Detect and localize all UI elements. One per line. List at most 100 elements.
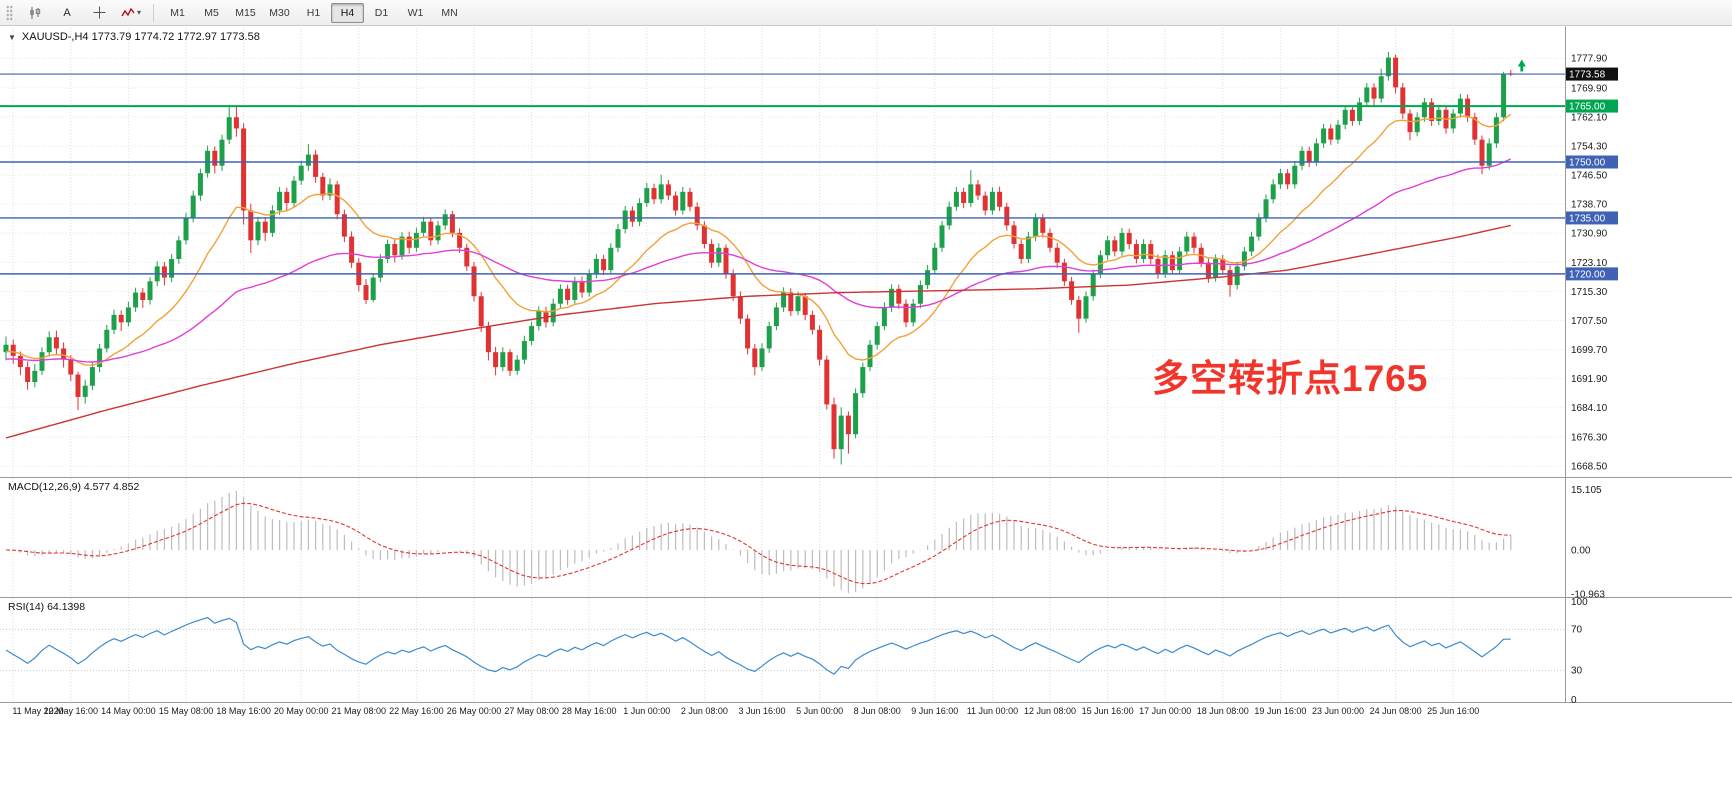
chart-type-button[interactable]	[20, 2, 50, 24]
candle-body	[212, 150, 218, 166]
candle-body	[10, 344, 16, 356]
candle-body	[658, 184, 664, 200]
candle-body	[1090, 273, 1096, 297]
timeframe-button-w1[interactable]: W1	[407, 6, 424, 19]
candle-body	[867, 344, 873, 368]
candle-body	[1069, 281, 1075, 300]
candle-body	[1400, 87, 1406, 114]
candle-body	[730, 273, 736, 297]
candle-body	[1119, 232, 1125, 252]
candle-body	[413, 232, 419, 248]
price-tick-label: 1691.90	[1571, 374, 1608, 385]
candle-body	[1292, 165, 1298, 185]
date-label: 21 May 08:00	[332, 706, 387, 716]
price-flag-label: 1750.00	[1569, 158, 1606, 169]
candle-body	[903, 303, 909, 323]
candle-body	[802, 296, 808, 315]
candle-body	[1501, 74, 1507, 118]
toolbar-drag-handle[interactable]	[6, 4, 13, 21]
date-label: 18 Jun 08:00	[1197, 706, 1249, 716]
candle-body	[565, 288, 571, 300]
candle-body	[896, 288, 902, 304]
candle-body	[831, 404, 837, 450]
candle-body	[1220, 258, 1226, 271]
date-label: 23 Jun 00:00	[1312, 706, 1364, 716]
candle-body	[557, 288, 563, 304]
candle-body	[1285, 173, 1291, 185]
candle-body	[622, 210, 628, 230]
crosshair-button[interactable]	[84, 2, 114, 24]
candle-body	[514, 359, 520, 371]
candle-body	[421, 221, 427, 233]
timeframe-button-d1[interactable]: D1	[374, 6, 389, 19]
candle-body	[183, 217, 189, 241]
date-label: 8 Jun 08:00	[854, 706, 901, 716]
candle-body	[478, 296, 484, 327]
date-label: 3 Jun 16:00	[738, 706, 785, 716]
candle-body	[464, 247, 470, 267]
candle-body	[687, 191, 693, 207]
date-label: 18 May 16:00	[216, 706, 271, 716]
candle-body	[939, 225, 945, 248]
text-tool-button[interactable]: A	[52, 2, 82, 24]
candle-body	[701, 225, 707, 245]
candle-body	[759, 348, 765, 368]
macd-axis-label: 15.105	[1571, 485, 1602, 496]
macd-axis-label: -10.963	[1571, 589, 1605, 600]
date-label: 24 Jun 08:00	[1370, 706, 1422, 716]
candle-body	[399, 236, 405, 256]
timeframe-button-h4[interactable]: H4	[331, 2, 364, 23]
timeframe-button-m30[interactable]: M30	[269, 6, 290, 19]
candle-body	[1249, 236, 1255, 252]
candle-body	[46, 337, 52, 353]
candle-body	[1241, 251, 1247, 267]
candle-body	[1385, 57, 1391, 77]
crosshair-icon	[93, 6, 106, 19]
candle-body	[521, 340, 527, 360]
timeframe-button-mn[interactable]: MN	[441, 6, 458, 19]
candle-body	[449, 214, 455, 233]
candle-body	[442, 214, 448, 226]
candle-body	[485, 326, 491, 353]
candle-body	[277, 191, 283, 211]
horizontal-level-lines[interactable]	[0, 73, 1565, 275]
candle-body	[982, 195, 988, 211]
candle-body	[795, 296, 801, 312]
candle-body	[284, 191, 290, 204]
timeframe-button-h1[interactable]: H1	[306, 6, 321, 19]
candle-body	[586, 273, 592, 293]
candle-body	[125, 307, 131, 323]
candle-body	[665, 184, 671, 196]
date-label: 20 May 00:00	[274, 706, 329, 716]
price-tick-label: 1723.10	[1571, 258, 1608, 269]
candle-body	[111, 314, 117, 330]
date-label: 25 Jun 16:00	[1427, 706, 1479, 716]
candle-body	[968, 184, 974, 204]
candle-body	[25, 367, 31, 383]
date-label: 5 Jun 00:00	[796, 706, 843, 716]
candle-body	[82, 385, 88, 397]
date-label: 12 Jun 08:00	[1024, 706, 1076, 716]
ma-fast-line	[5, 113, 1512, 366]
timeframe-button-m15[interactable]: M15	[235, 6, 256, 19]
collapse-arrow-icon[interactable]: ▼	[8, 32, 16, 42]
timeframe-button-m1[interactable]: M1	[170, 6, 185, 19]
chevron-down-icon: ▾	[136, 7, 141, 17]
indicators-button[interactable]: ▾	[116, 2, 146, 24]
candle-body	[341, 214, 347, 237]
timeframe-button-m5[interactable]: M5	[204, 6, 219, 19]
candles	[3, 52, 1514, 465]
candlestick-chart-icon	[28, 6, 42, 20]
candle-body	[629, 210, 635, 222]
price-flag	[1566, 67, 1618, 81]
candle-body	[255, 221, 261, 241]
price-axis[interactable]: 1777.90 1769.90 1762.10 1754.30 1746.50 1738.…	[1566, 53, 1618, 706]
date-label: 14 May 00:00	[101, 706, 156, 716]
candle-body	[1414, 117, 1420, 133]
candle-body	[579, 281, 585, 293]
candle-body	[1306, 150, 1312, 163]
date-label: 12 May 16:00	[44, 706, 99, 716]
candle-body	[1407, 113, 1413, 133]
chart-canvas[interactable]: 1777.90 1769.90 1762.10 1754.30 1746.50 1738.…	[0, 26, 1732, 792]
